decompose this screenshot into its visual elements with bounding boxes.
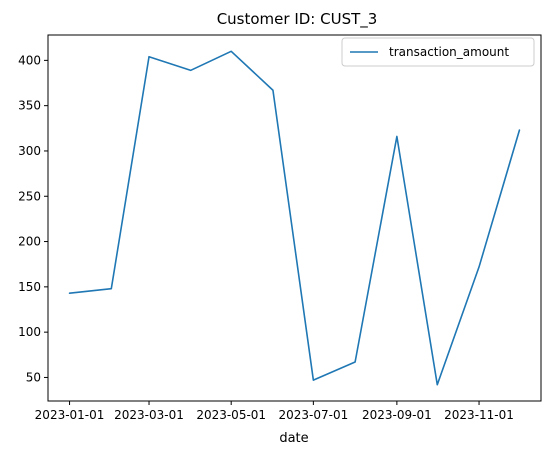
y-axis: 50 100 150 200 250 300 350 400 xyxy=(18,53,48,384)
x-tick-label: 2023-01-01 xyxy=(35,408,105,422)
x-tick-label: 2023-09-01 xyxy=(362,408,432,422)
y-tick-label: 350 xyxy=(18,99,41,113)
x-tick-label: 2023-05-01 xyxy=(196,408,266,422)
y-tick-label: 400 xyxy=(18,53,41,67)
x-tick-label: 2023-07-01 xyxy=(278,408,348,422)
legend: transaction_amount xyxy=(341,37,535,67)
y-tick-label: 300 xyxy=(18,144,41,158)
legend-box xyxy=(341,37,535,67)
x-axis-label: date xyxy=(279,431,308,446)
series-line-transaction-amount xyxy=(68,50,521,386)
x-axis: 2023-01-01 2023-03-01 2023-05-01 2023-07-01… xyxy=(35,401,514,422)
y-tick-label: 100 xyxy=(18,325,41,339)
x-tick-label: 2023-03-01 xyxy=(114,408,184,422)
y-tick-label: 150 xyxy=(18,280,41,294)
y-tick-label: 200 xyxy=(18,235,41,249)
y-tick-label: 250 xyxy=(18,189,41,203)
legend-label: transaction_amount xyxy=(389,45,509,59)
x-tick-label: 2023-11-01 xyxy=(444,408,514,422)
plot-frame xyxy=(47,34,542,402)
chart-title: Customer ID: CUST_3 xyxy=(217,10,378,29)
y-tick-label: 50 xyxy=(26,370,41,384)
series-layer xyxy=(68,50,521,386)
